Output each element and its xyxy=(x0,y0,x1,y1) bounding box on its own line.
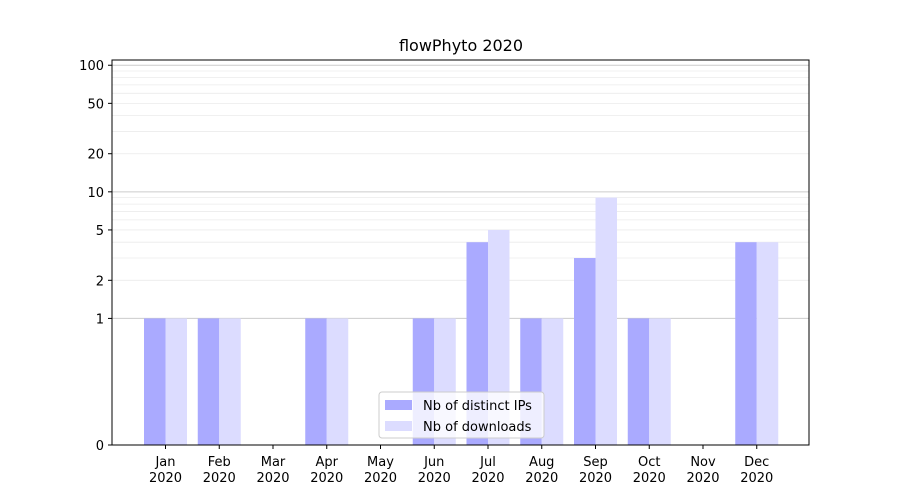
x-tick-label-year: 2020 xyxy=(256,471,289,486)
bar-downloads xyxy=(219,318,241,445)
y-tick-label: 10 xyxy=(87,186,104,201)
x-tick-label-year: 2020 xyxy=(149,471,182,486)
bar-downloads xyxy=(756,242,779,445)
bar-downloads xyxy=(649,318,671,445)
legend-label: Nb of distinct IPs xyxy=(423,399,532,414)
x-tick-label-month: Jun xyxy=(423,455,444,470)
x-tick-label-month: Nov xyxy=(690,455,716,470)
chart-title: flowPhyto 2020 xyxy=(399,36,523,55)
bar-downloads xyxy=(326,318,349,445)
x-tick-label-month: Aug xyxy=(529,455,554,470)
legend-swatch xyxy=(385,400,412,410)
x-tick-label-year: 2020 xyxy=(579,471,612,486)
bar-distinct-ips xyxy=(735,242,757,445)
y-tick-label: 50 xyxy=(87,97,104,112)
bar-distinct-ips xyxy=(574,258,596,445)
y-tick-label: 1 xyxy=(96,312,104,327)
x-tick-label-year: 2020 xyxy=(471,471,504,486)
y-tick-label: 2 xyxy=(96,274,104,289)
x-tick-label-year: 2020 xyxy=(740,471,773,486)
bar-downloads xyxy=(165,318,187,445)
x-axis: Jan2020Feb2020Mar2020Apr2020May2020Jun20… xyxy=(149,445,773,486)
x-tick-label-year: 2020 xyxy=(525,471,558,486)
bar-distinct-ips xyxy=(197,318,220,445)
plot-frame xyxy=(111,59,810,446)
y-tick-label: 0 xyxy=(96,439,104,454)
y-tick-label: 5 xyxy=(96,224,104,239)
x-tick-label-year: 2020 xyxy=(418,471,451,486)
x-tick-label-month: Mar xyxy=(261,455,286,470)
x-tick-label-year: 2020 xyxy=(310,471,343,486)
legend-swatch xyxy=(385,421,412,431)
grid xyxy=(112,64,809,319)
x-tick-label-year: 2020 xyxy=(633,471,666,486)
x-tick-label-month: Oct xyxy=(638,455,660,470)
x-tick-label-month: May xyxy=(367,455,394,470)
x-tick-label-month: Jan xyxy=(154,455,175,470)
y-tick-label: 20 xyxy=(87,148,104,163)
y-axis: 0 1 2 5 10 20 50 100 xyxy=(79,59,112,454)
x-tick-label-month: Jul xyxy=(479,455,496,470)
bar-downloads xyxy=(488,229,510,445)
bar-distinct-ips xyxy=(305,318,327,445)
x-tick-label-year: 2020 xyxy=(686,471,719,486)
legend-label: Nb of downloads xyxy=(423,420,532,435)
y-tick-label: 100 xyxy=(79,59,104,74)
bar-distinct-ips xyxy=(144,318,166,445)
bar-distinct-ips xyxy=(627,318,650,445)
x-tick-label-month: Feb xyxy=(208,455,231,470)
x-tick-label-month: Sep xyxy=(583,455,608,470)
bar-downloads xyxy=(541,318,564,445)
x-tick-label-month: Apr xyxy=(316,455,339,470)
legend: Nb of distinct IPs Nb of downloads xyxy=(378,391,545,439)
legend-box xyxy=(378,391,545,439)
bar-downloads xyxy=(595,197,617,445)
x-tick-label-year: 2020 xyxy=(364,471,397,486)
x-tick-label-month: Dec xyxy=(744,455,769,470)
x-tick-label-year: 2020 xyxy=(203,471,236,486)
